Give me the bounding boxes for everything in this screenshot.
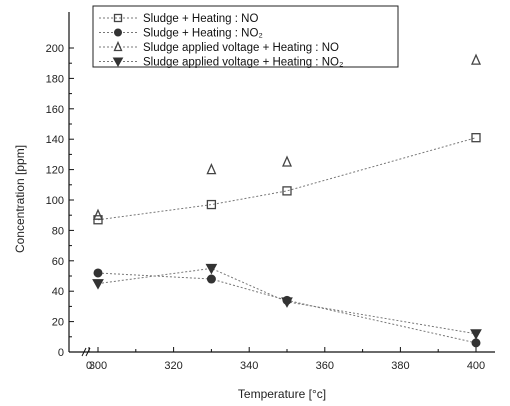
- fit-lines: [97, 137, 477, 344]
- data-point-series-2: [206, 274, 216, 284]
- y-tick-label: 180: [46, 73, 64, 85]
- x-tick-label: 400: [467, 360, 485, 372]
- data-point-series-3: [281, 155, 293, 167]
- y-tick-label: 20: [52, 317, 64, 329]
- data-point-series-1: [206, 199, 217, 210]
- data-point-series-4: [281, 297, 293, 308]
- data-point-series-3: [470, 53, 482, 65]
- x-tick-label: 0: [86, 360, 92, 372]
- y-tick-label: 160: [46, 104, 64, 116]
- y-tick-label: 60: [52, 256, 64, 268]
- x-tick-label: 380: [391, 360, 409, 372]
- data-point-series-2: [93, 268, 103, 278]
- y-tick-label: 200: [46, 43, 64, 55]
- legend-box: [92, 5, 399, 68]
- data-point-series-1: [282, 186, 292, 196]
- data-point-series-2: [471, 338, 481, 348]
- legend-marker: [114, 28, 122, 37]
- series-line-2: [97, 272, 477, 344]
- x-axis-break: [85, 347, 91, 357]
- data-point-series-4: [92, 279, 104, 290]
- x-tick-label: 300: [89, 360, 107, 372]
- data-point-series-1: [471, 133, 481, 143]
- data-point-series-3: [206, 162, 217, 175]
- data-point-series-3: [92, 208, 104, 220]
- legend-label: Sludge applied voltage + Heating : NO₂: [143, 57, 343, 69]
- data-point-series-4: [470, 329, 482, 340]
- x-tick-label: 320: [164, 360, 182, 372]
- series-line-4: [97, 267, 477, 335]
- y-tick-label: 140: [46, 134, 64, 146]
- x-tick-label: 360: [316, 360, 334, 372]
- x-axis-label: Temperature [°c]: [238, 387, 326, 401]
- legend-label: Sludge + Heating : NO₂: [143, 28, 263, 40]
- data-markers: [92, 53, 482, 348]
- x-tick-label: 340: [240, 360, 258, 372]
- legend-label: Sludge applied voltage + Heating : NO: [143, 42, 339, 54]
- legend-marker: [113, 40, 123, 52]
- x-axis-break: [81, 347, 87, 357]
- y-axis-label: Concentration [ppm]: [13, 145, 27, 253]
- y-tick-label: 40: [52, 286, 64, 298]
- legend-marker: [113, 13, 123, 23]
- legend: Sludge + Heating : NO Sludge + Heating : …: [92, 5, 399, 69]
- y-tick-label: 120: [46, 165, 64, 177]
- series-line-1: [97, 137, 477, 221]
- legend-label: Sludge + Heating : NO: [143, 13, 258, 25]
- y-tick-label: 100: [46, 195, 64, 207]
- data-point-series-4: [205, 263, 218, 275]
- y-tick-label: 0: [58, 347, 64, 359]
- y-tick-label: 80: [52, 225, 64, 237]
- legend-marker: [112, 57, 124, 68]
